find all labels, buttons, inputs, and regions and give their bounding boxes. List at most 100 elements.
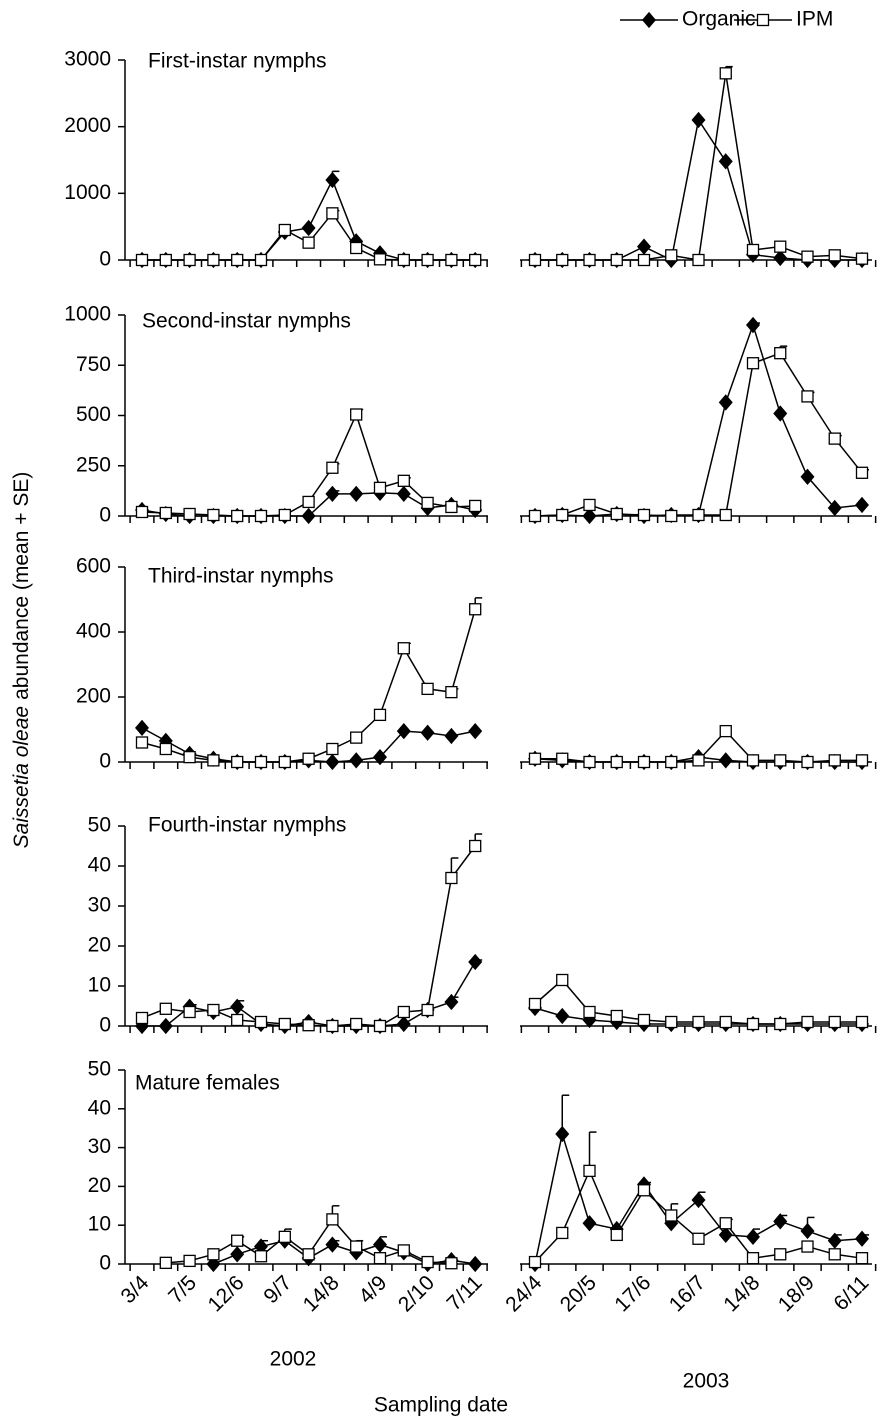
marker-square	[207, 1003, 220, 1017]
marker-square	[183, 750, 196, 764]
marker-diamond	[396, 1015, 411, 1033]
marker-diamond	[444, 727, 459, 745]
marker-diamond	[325, 171, 340, 189]
marker-square	[828, 754, 841, 767]
marker-square	[610, 507, 623, 521]
marker-diamond	[555, 1007, 570, 1025]
marker-square	[665, 509, 678, 523]
marker-square	[556, 973, 569, 987]
marker-square	[583, 1005, 596, 1019]
panel-title: Mature females	[135, 1072, 280, 1095]
panel-title: First-instar nymphs	[148, 50, 327, 73]
x-tick-label: 7/5	[164, 1271, 201, 1308]
marker-square	[326, 742, 339, 756]
marker-diamond	[746, 1228, 760, 1245]
marker-square	[528, 752, 542, 765]
marker-square	[469, 603, 482, 616]
marker-diamond	[746, 316, 760, 334]
x-tick-label: 18/9	[774, 1271, 819, 1316]
marker-diamond	[349, 485, 364, 503]
marker-square	[469, 839, 482, 853]
marker-square	[397, 1244, 410, 1257]
marker-square	[159, 742, 172, 756]
marker-square	[445, 1257, 458, 1270]
marker-square	[756, 13, 770, 27]
marker-square	[828, 1248, 841, 1261]
marker-diamond	[582, 507, 597, 525]
marker-square	[183, 507, 196, 521]
x-tick-label: 14/8	[719, 1271, 764, 1316]
marker-square	[326, 207, 339, 220]
marker-square	[556, 752, 569, 765]
y-tick-label: 2000	[64, 114, 111, 137]
marker-square	[692, 1232, 705, 1245]
marker-square	[610, 1009, 623, 1023]
y-tick-label: 500	[76, 403, 111, 426]
marker-diamond	[468, 1255, 483, 1273]
y-tick-label: 20	[88, 1174, 111, 1197]
x-tick-label: 16/7	[665, 1271, 710, 1316]
marker-square	[373, 481, 387, 495]
marker-square	[692, 253, 705, 267]
y-tick-label: 0	[99, 1014, 111, 1037]
marker-square	[278, 1230, 291, 1243]
marker-square	[556, 508, 569, 522]
marker-square	[746, 754, 760, 767]
marker-square	[373, 1019, 387, 1033]
y-tick-label: 50	[88, 814, 111, 837]
marker-square	[421, 253, 434, 267]
marker-square	[610, 755, 623, 769]
marker-square	[719, 508, 732, 522]
marker-square	[469, 499, 482, 513]
marker-square	[254, 755, 268, 769]
marker-square	[421, 496, 434, 510]
marker-square	[583, 1164, 596, 1178]
legend-label: IPM	[796, 8, 833, 31]
marker-square	[583, 755, 596, 769]
marker-diamond	[642, 11, 656, 29]
y-tick-label: 400	[76, 620, 111, 643]
marker-square	[469, 253, 482, 267]
y-tick-label: 250	[76, 453, 111, 476]
marker-square	[746, 1017, 760, 1031]
marker-square	[135, 1011, 149, 1025]
marker-square	[207, 754, 220, 767]
marker-square	[692, 1015, 705, 1029]
y-label-species: Saissetia oleae	[10, 706, 33, 848]
marker-diamond	[325, 485, 340, 503]
marker-square	[278, 755, 291, 769]
marker-square	[397, 642, 410, 655]
panel-title: Fourth-instar nymphs	[148, 814, 346, 837]
marker-square	[719, 724, 732, 738]
marker-square	[159, 506, 172, 520]
marker-square	[801, 1015, 814, 1029]
marker-square	[528, 997, 542, 1011]
marker-diamond	[468, 722, 483, 740]
marker-square	[445, 685, 458, 699]
marker-square	[746, 1252, 760, 1265]
marker-diamond	[855, 496, 869, 514]
marker-square	[135, 736, 149, 749]
marker-square	[665, 1209, 678, 1222]
series-line	[535, 118, 862, 262]
marker-diamond	[555, 1125, 570, 1143]
marker-diamond	[301, 219, 316, 237]
marker-square	[801, 1240, 814, 1253]
marker-square	[445, 500, 458, 514]
group-label: 2003	[683, 1370, 730, 1393]
marker-square	[528, 1255, 542, 1269]
x-tick-label: 4/9	[355, 1271, 392, 1308]
marker-square	[855, 754, 869, 767]
marker-square	[774, 1248, 787, 1261]
marker-square	[528, 253, 542, 267]
marker-square	[556, 253, 569, 267]
y-tick-label: 200	[76, 685, 111, 708]
marker-square	[373, 253, 387, 266]
x-tick-label: 12/6	[203, 1271, 248, 1316]
marker-diamond	[827, 499, 842, 517]
marker-diamond	[158, 1017, 173, 1035]
y-tick-label: 10	[88, 974, 111, 997]
marker-diamond	[582, 1215, 597, 1232]
x-tick-label: 20/5	[556, 1271, 601, 1316]
